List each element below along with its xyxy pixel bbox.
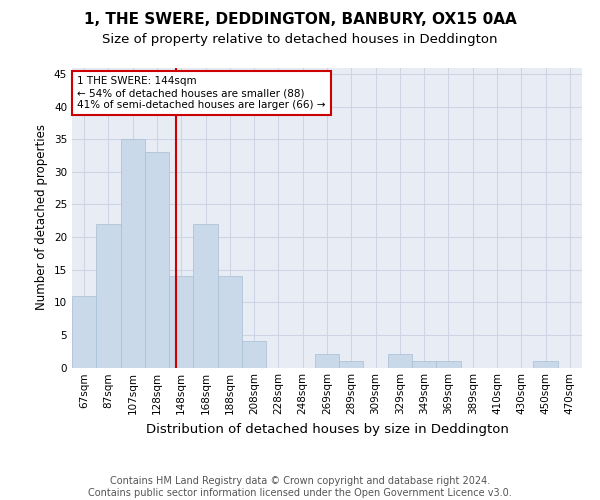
- Text: Size of property relative to detached houses in Deddington: Size of property relative to detached ho…: [102, 32, 498, 46]
- Bar: [533, 361, 558, 368]
- Bar: [339, 361, 364, 368]
- Text: Contains HM Land Registry data © Crown copyright and database right 2024.
Contai: Contains HM Land Registry data © Crown c…: [88, 476, 512, 498]
- Bar: [412, 361, 436, 368]
- Bar: [169, 276, 193, 368]
- Bar: [436, 361, 461, 368]
- Bar: [193, 224, 218, 368]
- Text: 1, THE SWERE, DEDDINGTON, BANBURY, OX15 0AA: 1, THE SWERE, DEDDINGTON, BANBURY, OX15 …: [83, 12, 517, 28]
- Bar: [145, 152, 169, 368]
- Y-axis label: Number of detached properties: Number of detached properties: [35, 124, 49, 310]
- Bar: [315, 354, 339, 368]
- Bar: [96, 224, 121, 368]
- Bar: [218, 276, 242, 368]
- Bar: [72, 296, 96, 368]
- Bar: [242, 342, 266, 367]
- Bar: [388, 354, 412, 368]
- X-axis label: Distribution of detached houses by size in Deddington: Distribution of detached houses by size …: [146, 423, 508, 436]
- Bar: [121, 139, 145, 368]
- Text: 1 THE SWERE: 144sqm
← 54% of detached houses are smaller (88)
41% of semi-detach: 1 THE SWERE: 144sqm ← 54% of detached ho…: [77, 76, 326, 110]
